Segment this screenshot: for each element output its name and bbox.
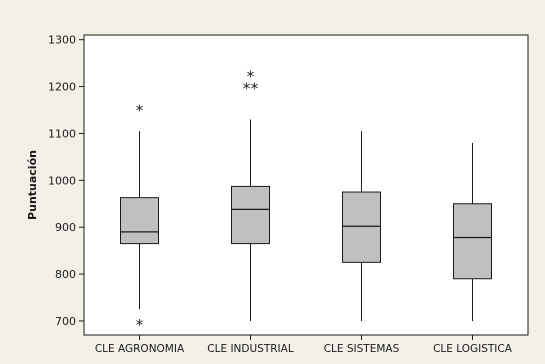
box-2: * ** <box>231 67 270 321</box>
x-tick-label: CLE AGRONOMIA <box>95 343 185 355</box>
outlier-marker: * <box>247 67 255 85</box>
x-tick-label: CLE LOGISTICA <box>433 343 513 355</box>
outlier-marker: * <box>251 80 259 98</box>
iqr-box <box>120 197 159 245</box>
x-axis: CLE AGRONOMIA CLE INDUSTRIAL CLE SISTEMAS C… <box>95 335 513 355</box>
iqr-box <box>231 185 270 245</box>
outlier-marker: * <box>136 102 144 120</box>
box-group: *** ** <box>120 67 492 334</box>
y-tick-label: 1000 <box>48 174 76 187</box>
y-tick-label: 900 <box>55 221 76 234</box>
y-tick-label: 800 <box>55 268 76 281</box>
box-3 <box>342 131 381 321</box>
y-axis: 700 800 900 1000 1100 1200 1300 <box>48 34 84 328</box>
iqr-box <box>453 203 492 280</box>
outlier-marker: * <box>243 80 251 98</box>
iqr-box <box>342 191 381 263</box>
y-tick-label: 1300 <box>48 34 76 47</box>
x-tick-label: CLE SISTEMAS <box>324 343 400 355</box>
plot-area <box>83 34 529 336</box>
y-axis-title: Puntuación <box>26 150 39 220</box>
y-tick-label: 700 <box>55 315 76 328</box>
y-tick-label: 1200 <box>48 81 76 94</box>
outlier-marker: * <box>136 316 144 334</box>
x-tick-label: CLE INDUSTRIAL <box>207 343 294 355</box>
box-4 <box>453 142 492 321</box>
box-1: ** <box>120 102 159 334</box>
y-tick-label: 1100 <box>48 127 76 140</box>
